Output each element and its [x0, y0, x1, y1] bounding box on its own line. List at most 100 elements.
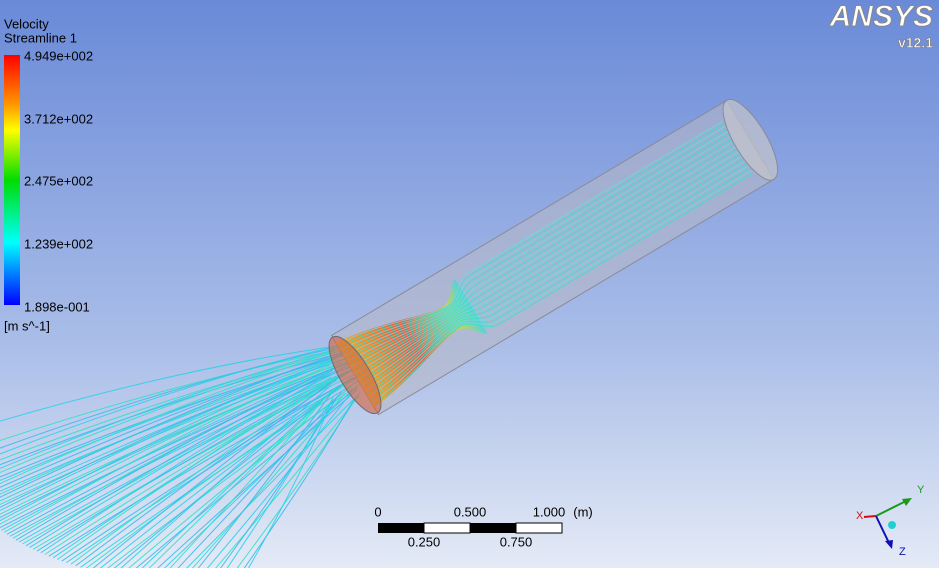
triad-y-label: Y	[917, 484, 925, 496]
streamline	[226, 397, 334, 568]
streamline	[362, 158, 745, 389]
streamline	[169, 390, 332, 568]
streamline	[0, 362, 341, 525]
streamline	[0, 349, 335, 469]
streamline	[9, 366, 360, 537]
streamline	[0, 348, 358, 466]
streamline	[40, 373, 331, 554]
scale-segment	[423, 522, 471, 534]
legend-label: 1.239e+002	[24, 236, 93, 251]
streamline	[248, 399, 333, 568]
logo: ANSYS	[829, 0, 933, 33]
streamline	[157, 389, 358, 568]
scale-label: 0.250	[408, 534, 441, 549]
streamline	[0, 346, 342, 449]
scale-label: 0.750	[500, 534, 533, 549]
streamline	[343, 131, 729, 357]
streamline	[364, 160, 746, 392]
streamline	[359, 153, 742, 383]
streamline	[0, 352, 331, 485]
streamline	[99, 382, 345, 568]
streamline	[360, 155, 743, 386]
streamline	[148, 388, 336, 568]
streamline	[357, 150, 740, 380]
streamline	[192, 393, 345, 568]
streamline	[367, 165, 749, 398]
pipe-inlet	[328, 335, 382, 415]
streamline	[369, 167, 751, 401]
pipe-streamlines	[336, 121, 754, 407]
streamline	[70, 378, 335, 565]
streamline	[15, 367, 333, 541]
streamline	[0, 361, 332, 522]
scale-segment	[470, 523, 516, 533]
streamline	[338, 123, 724, 348]
streamline	[366, 162, 748, 395]
streamline	[0, 358, 335, 512]
triad-x-label: X	[856, 510, 864, 522]
scale-label: 0.500	[454, 504, 487, 519]
streamline	[371, 170, 752, 404]
streamline	[355, 148, 739, 377]
streamline	[92, 382, 331, 568]
streamline	[177, 391, 342, 568]
streamline	[336, 121, 723, 345]
triad-z	[875, 515, 891, 546]
streamline	[0, 360, 354, 519]
streamline	[0, 350, 336, 474]
triad-y-head	[902, 498, 912, 506]
pipe	[328, 98, 779, 416]
streamline	[120, 385, 332, 568]
streamline	[29, 370, 339, 548]
scale-unit: (m)	[573, 504, 593, 519]
streamline	[348, 138, 733, 366]
streamline	[25, 370, 333, 547]
triad-y	[875, 499, 909, 517]
streamline	[346, 135, 732, 363]
streamline	[61, 377, 354, 562]
streamline	[0, 362, 360, 529]
legend-title: Velocity	[4, 16, 49, 31]
scale-label: 1.000	[533, 504, 566, 519]
streamline	[350, 140, 735, 369]
legend-label: 4.949e+002	[24, 48, 93, 63]
axis-triad: Y X Z	[856, 484, 925, 558]
color-bar	[4, 55, 20, 305]
logo-version: v12.1	[898, 35, 933, 51]
streamline	[0, 345, 360, 442]
exit-streamlines	[0, 344, 361, 568]
streamline	[186, 392, 361, 568]
streamline	[36, 372, 349, 552]
legend-unit: [m s^-1]	[4, 318, 50, 333]
streamline	[0, 355, 331, 498]
streamline	[0, 354, 344, 495]
scale-label: 0	[374, 504, 381, 519]
streamline	[341, 128, 727, 354]
scale-segment	[515, 522, 563, 534]
streamline	[353, 145, 737, 375]
legend-label: 1.898e-001	[24, 299, 90, 314]
streamline	[0, 353, 343, 488]
legend-label: 3.712e+002	[24, 111, 93, 126]
streamline	[141, 387, 336, 568]
pipe-end	[722, 98, 779, 181]
scale-bar: 0 0.500 1.000 (m) 0.250 0.750	[374, 504, 592, 549]
streamline	[0, 344, 346, 422]
streamline	[206, 394, 350, 568]
triad-z-label: Z	[899, 546, 906, 558]
streamline	[0, 347, 353, 461]
legend-subtitle: Streamline 1	[4, 30, 77, 45]
streamline	[352, 143, 736, 372]
streamline	[135, 386, 358, 568]
streamline	[215, 395, 360, 568]
streamline	[0, 346, 332, 455]
legend-label: 2.475e+002	[24, 173, 93, 188]
streamline	[197, 394, 331, 568]
scale-segment	[378, 523, 424, 533]
streamline	[339, 126, 726, 351]
triad-x	[863, 515, 877, 518]
streamline	[3, 364, 331, 533]
streamline	[57, 376, 332, 560]
